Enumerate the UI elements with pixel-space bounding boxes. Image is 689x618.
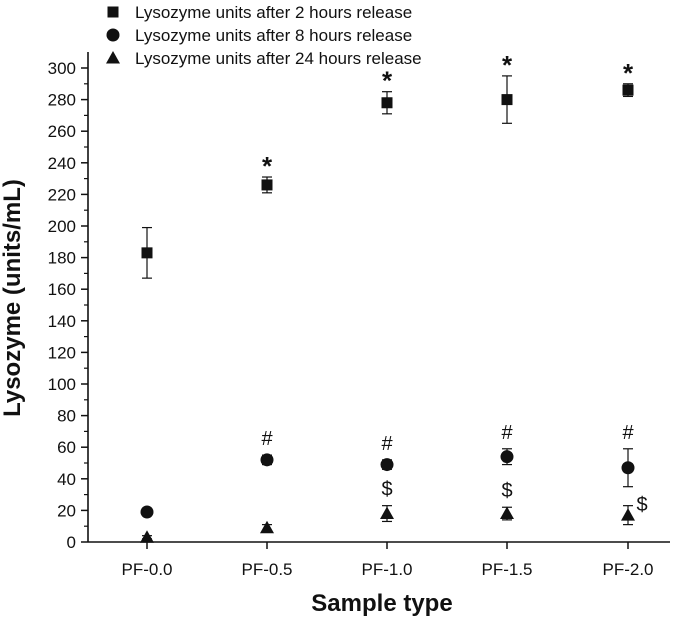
y-tick-label: 140 [48,312,76,331]
y-tick-label: 100 [48,375,76,394]
plot-frame [87,52,670,543]
series-circle [140,448,635,519]
x-tick-label: PF-2.0 [602,560,653,579]
y-tick-label: 60 [57,438,76,457]
data-point-circle [621,461,635,475]
y-tick-label: 0 [67,533,76,552]
y-tick-label: 200 [48,217,76,236]
significance-marker: $ [501,480,512,502]
series-layer [140,75,635,543]
data-point-triangle [380,506,394,520]
series-square [141,75,634,279]
legend-label: Lysozyme units after 8 hours release [135,26,412,45]
data-point-circle [260,453,274,467]
y-tick-label: 40 [57,470,76,489]
x-axis-ticks: PF-0.0 PF-0.5 PF-1.0 PF-1.5 PF-2.0 [121,542,654,579]
data-point-triangle [260,520,274,534]
data-point-square [381,97,393,109]
x-tick-label: PF-1.5 [481,560,532,579]
data-point-triangle [140,530,154,543]
y-tick-label: 160 [48,280,76,299]
data-point-square [141,247,153,259]
data-point-square [261,179,273,191]
x-tick-label: PF-1.0 [361,560,412,579]
data-point-triangle [500,506,514,520]
y-tick-label: 260 [48,122,76,141]
y-tick-label: 120 [48,343,76,362]
annotation-layer: * * * * # # # # $ $ $ [261,50,647,516]
x-axis-title: Sample type [311,590,452,617]
significance-marker: # [622,422,634,444]
significance-marker: # [501,422,513,444]
y-tick-label: 80 [57,407,76,426]
y-tick-label: 180 [48,249,76,268]
x-tick-label: PF-0.0 [121,560,172,579]
data-point-circle [500,450,514,464]
series-triangle [140,505,635,543]
data-point-square [501,94,513,106]
y-tick-label: 220 [48,185,76,204]
data-point-triangle [621,508,635,521]
y-tick-label: 240 [48,154,76,173]
y-tick-label: 280 [48,91,76,110]
legend-marker-circle [106,28,120,42]
y-axis-ticks: 0 20 40 60 80 100 120 140 160 180 200 220 240 260 280 3… [48,59,88,552]
legend-label: Lysozyme units after 2 hours release [135,3,412,22]
significance-marker: $ [381,479,392,501]
significance-marker: * [262,151,273,181]
y-tick-label: 300 [48,59,76,78]
data-point-circle [380,458,394,472]
data-point-square [622,84,634,96]
legend-marker-square [107,6,119,18]
legend: Lysozyme units after 2 hours release Lyso… [106,3,422,68]
x-tick-label: PF-0.5 [241,560,292,579]
y-axis-title: Lysozyme (units/mL) [0,179,26,417]
significance-marker: * [382,66,393,96]
legend-label: Lysozyme units after 24 hours release [135,49,422,68]
significance-marker: * [623,58,634,88]
significance-marker: $ [636,494,647,516]
significance-marker: # [261,428,273,450]
significance-marker: * [502,50,513,80]
significance-marker: # [381,433,393,455]
y-tick-label: 20 [57,501,76,520]
legend-marker-triangle [106,51,120,64]
data-point-circle [140,505,154,519]
